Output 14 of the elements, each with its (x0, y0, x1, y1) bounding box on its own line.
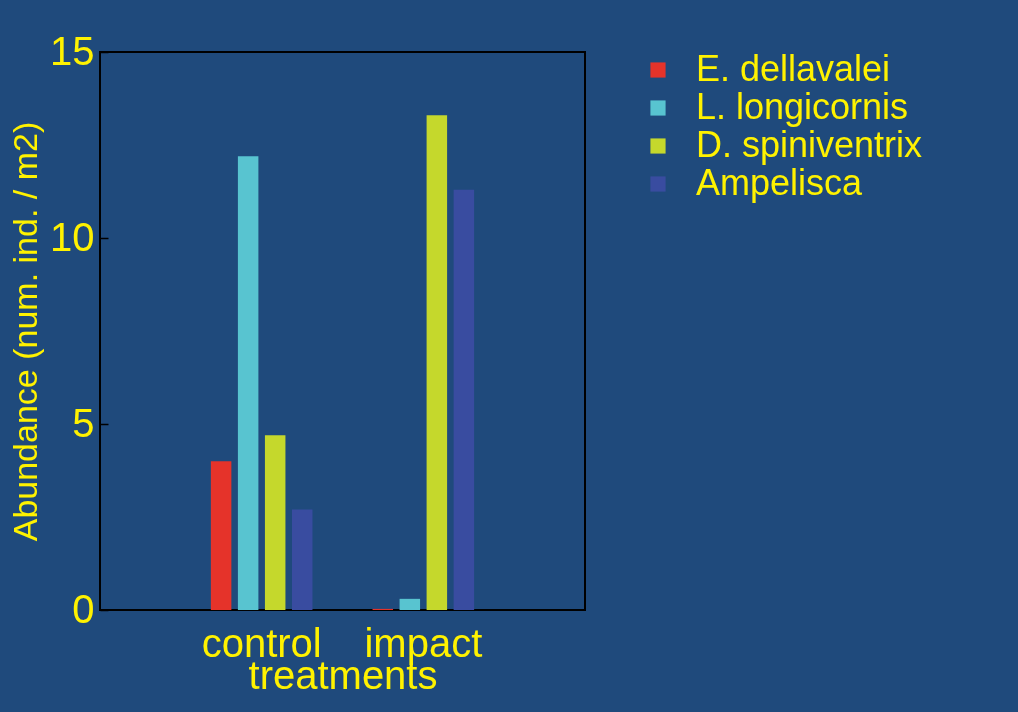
bar (291, 509, 313, 610)
bar (210, 461, 232, 610)
bar (237, 156, 259, 610)
bar (264, 435, 286, 610)
y-axis-title: Abundance (num. ind. / m2) (6, 121, 45, 542)
legend-label: L. longicornis (696, 86, 909, 127)
y-tick-label: 0 (72, 586, 95, 631)
bar (399, 598, 421, 610)
bar (453, 189, 475, 610)
legend-label: E. dellavalei (696, 48, 891, 89)
y-tick-label: 15 (50, 28, 95, 73)
y-tick-label: 10 (50, 214, 95, 259)
y-tick-label: 5 (72, 400, 95, 445)
bar (426, 115, 448, 610)
